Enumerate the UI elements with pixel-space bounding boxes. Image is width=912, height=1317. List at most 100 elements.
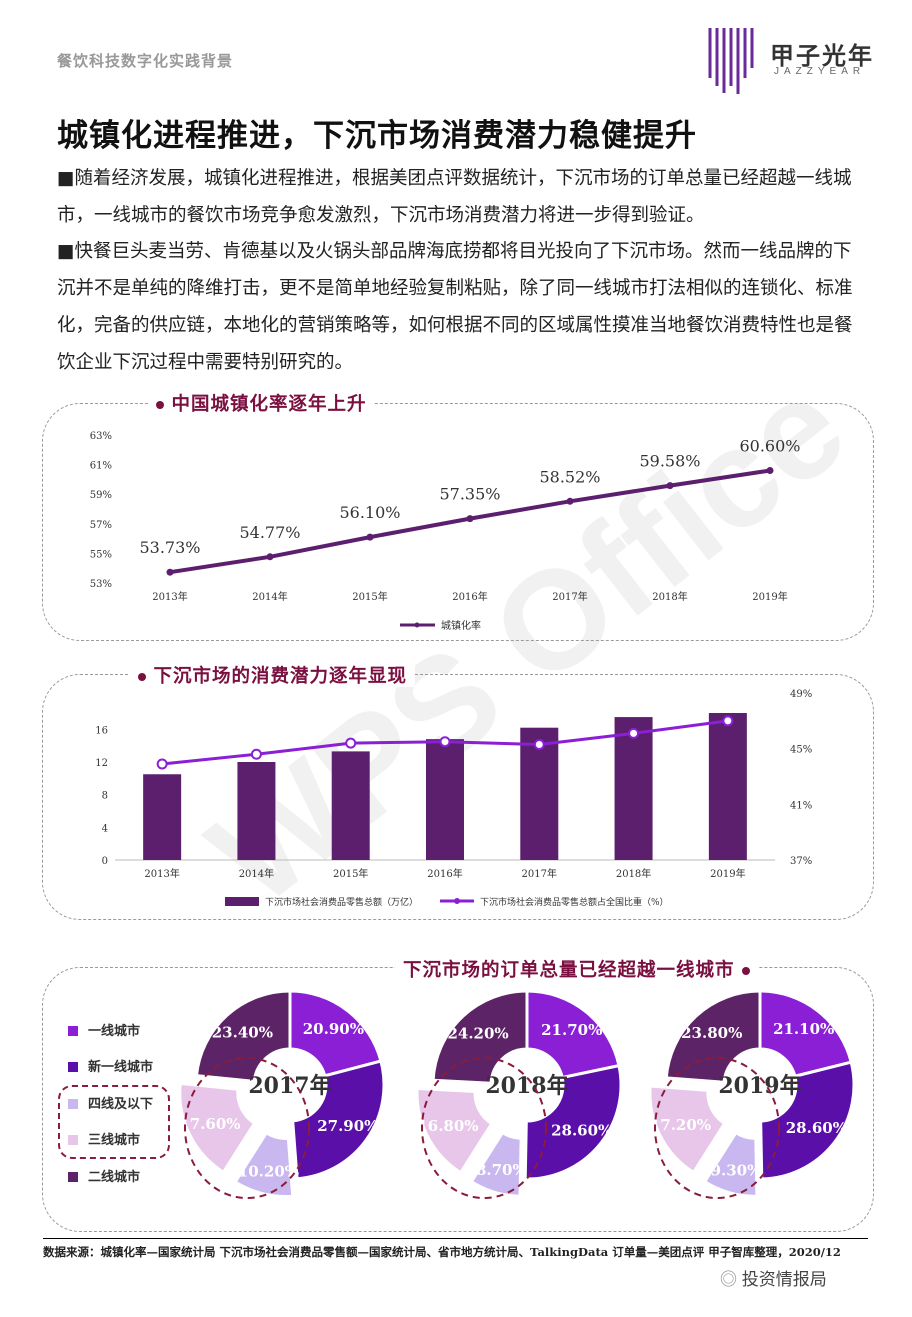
y-tick-right: 41% — [790, 800, 812, 811]
donut-slice — [525, 989, 621, 1080]
urbanization-line-chart: 63% 61% 59% 57% 55% 53% 2013年 2014年 2015年 2016年 20… — [90, 431, 801, 632]
slice-label: 27.90% — [317, 1117, 378, 1135]
slice-label: 21.70% — [541, 1021, 602, 1039]
data-point — [666, 482, 674, 490]
data-label: 57.35% — [439, 485, 500, 504]
legend-item: 新一线城市 — [68, 1056, 153, 1075]
wechat-name: 投资情报局 — [741, 1270, 827, 1289]
slice-label: 17.60% — [179, 1115, 240, 1133]
legend-label: 一线城市 — [88, 1024, 141, 1039]
legend-marker-icon — [454, 898, 460, 904]
donut-slice — [759, 1060, 856, 1181]
data-point — [566, 497, 574, 505]
legend-label: 三线城市 — [88, 1133, 141, 1148]
panel-title-2: 下沉市场的消费潜力逐年显现 — [153, 666, 407, 687]
slice-label: 16.80% — [417, 1117, 478, 1135]
data-point — [166, 568, 174, 576]
y-tick-right: 49% — [790, 689, 812, 700]
consumption-bar-chart: 16 12 8 4 0 49% 45% 41% 37% 2013年 2014年 2015年 2016年 2… — [95, 689, 812, 908]
y-tick-right: 37% — [790, 856, 812, 867]
donut-year-label: 2017年 — [248, 1073, 331, 1099]
donut-slice — [469, 1130, 523, 1198]
data-label: 60.60% — [739, 437, 800, 456]
urbanization-panel — [42, 403, 874, 641]
slice-label: 9.30% — [711, 1162, 762, 1180]
share-point — [439, 736, 451, 748]
x-tick-label: 2015年 — [333, 867, 368, 880]
y-tick-label: 63% — [90, 431, 112, 442]
bullet-dot-icon — [138, 673, 146, 681]
wechat-icon: ◎ — [720, 1270, 742, 1289]
y-tick-left: 12 — [95, 758, 108, 769]
legend-marker-icon — [414, 622, 420, 628]
y-tick-label: 53% — [90, 579, 112, 590]
bullet-dot-icon — [741, 967, 750, 975]
y-tick-left: 0 — [102, 856, 108, 867]
bar — [237, 762, 276, 860]
panel-title-1-wrap: 中国城镇化率逐年上升 — [148, 390, 375, 416]
y-tick-label: 59% — [90, 490, 112, 501]
logo-icon — [708, 28, 754, 94]
orders-donut-charts: 20.90% 27.90% 10.20% 17.60% 23.40% 2017年 21.70… — [178, 989, 856, 1199]
slice-label: 8.70% — [476, 1161, 527, 1179]
legend-highlight-box — [58, 1085, 170, 1159]
x-tick-label: 2016年 — [452, 590, 487, 603]
data-label: 59.58% — [639, 452, 700, 471]
x-tick-label: 2013年 — [144, 867, 179, 880]
x-tick-label: 2017年 — [552, 590, 587, 603]
donut-slice — [431, 989, 529, 1085]
data-point — [766, 467, 774, 475]
donut-slice — [178, 1081, 257, 1175]
donut-slice — [288, 989, 383, 1078]
legend-swatch-icon — [68, 1172, 78, 1182]
donut-slice — [648, 1084, 727, 1175]
bar — [426, 739, 464, 860]
donut-slice — [415, 1086, 494, 1175]
donut-slice — [702, 1130, 759, 1198]
paragraph-2: ■快餐巨头麦当劳、肯德基以及火锅头部品牌海底捞都将目光投向了下沉市场。然而一线品… — [57, 241, 853, 373]
footer-divider — [43, 1238, 868, 1239]
x-tick-label: 2016年 — [427, 867, 462, 880]
legend-label: 四线及以下 — [88, 1097, 154, 1112]
legend-swatch-icon — [68, 1026, 78, 1036]
x-tick-label: 2014年 — [252, 590, 287, 603]
slice-label: 23.80% — [681, 1024, 742, 1042]
bar — [708, 713, 747, 860]
slice-label: 20.90% — [303, 1020, 364, 1038]
bar — [614, 717, 653, 860]
donut-slice — [233, 1130, 295, 1198]
panel-title-2-wrap: 下沉市场的消费潜力逐年显现 — [130, 662, 415, 688]
bar — [143, 774, 182, 860]
data-source: 数据来源：城镇化率—国家统计局 下沉市场社会消费品零售额—国家统计局、省市地方统… — [43, 1245, 841, 1259]
legend-label: 城镇化率 — [441, 619, 481, 632]
panel-title-3: 下沉市场的订单总量已经超越一线城市 — [403, 960, 735, 981]
legend-item: 二线城市 — [68, 1166, 140, 1185]
donut-slice — [194, 989, 292, 1084]
donut-slice — [523, 1063, 623, 1181]
data-point — [366, 533, 374, 541]
bar — [331, 751, 370, 860]
legend-bar-icon — [225, 897, 259, 906]
donut-slice — [758, 989, 854, 1079]
highlight-ellipse — [654, 1057, 780, 1199]
data-point — [266, 553, 274, 561]
x-tick-label: 2017年 — [522, 867, 557, 880]
legend-swatch-icon — [68, 1062, 78, 1072]
x-tick-label: 2019年 — [710, 867, 745, 880]
x-tick-label: 2014年 — [239, 867, 274, 880]
slice-label: 10.20% — [238, 1162, 299, 1180]
data-point — [466, 515, 474, 523]
legend-label: 新一线城市 — [88, 1060, 154, 1075]
data-label: 56.10% — [339, 503, 400, 522]
slice-label: 23.40% — [212, 1023, 273, 1041]
slice-label: 17.20% — [650, 1116, 711, 1134]
y-tick-label: 55% — [90, 549, 112, 560]
y-tick-label: 57% — [90, 520, 112, 531]
donut-year-label: 2019年 — [718, 1073, 801, 1099]
slice-label: 21.10% — [773, 1020, 834, 1038]
legend-item: 一线城市 — [68, 1020, 140, 1039]
y-tick-left: 4 — [102, 823, 108, 834]
section-label: 餐饮科技数字化实践背景 — [57, 52, 234, 70]
share-point — [156, 758, 168, 770]
legend-swatch-icon — [68, 1135, 78, 1145]
